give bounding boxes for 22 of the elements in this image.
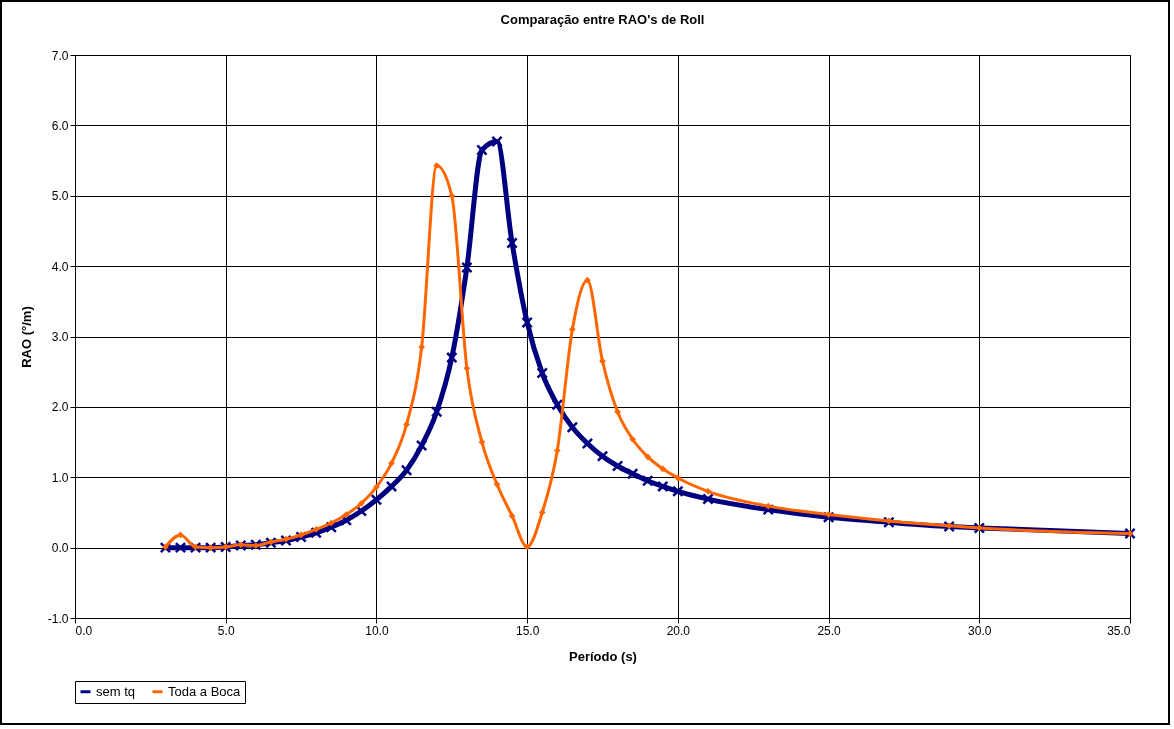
legend-label: sem tq: [96, 683, 136, 699]
x-tick-label: 5.0: [217, 623, 235, 638]
y-tick-label: 0.0: [51, 541, 69, 556]
y-tick-label: 4.0: [51, 259, 69, 274]
chart-title: Comparação entre RAO's de Roll: [500, 12, 705, 27]
x-tick-label: 30.0: [968, 623, 992, 638]
x-tick-label: 25.0: [817, 623, 842, 638]
y-tick-label: 3.0: [51, 330, 69, 344]
x-tick-label: 35.0: [1107, 623, 1131, 638]
x-axis-title: Período (s): [569, 648, 637, 664]
y-tick-label: 7.0: [51, 48, 69, 63]
legend-label: Toda a Boca: [168, 683, 242, 699]
y-tick-label: 1.0: [51, 470, 69, 485]
x-tick-label: 15.0: [515, 623, 540, 638]
y-axis-title: RAO (°/m): [18, 306, 34, 368]
y-tick-label: -1.0: [47, 611, 69, 626]
y-tick-label: 5.0: [51, 189, 69, 204]
x-tick-label: 10.0: [365, 623, 389, 638]
x-tick-label: 20.0: [666, 623, 691, 638]
y-tick-label: 6.0: [51, 118, 69, 133]
x-tick-label: 0.0: [75, 623, 93, 638]
y-tick-label: 2.0: [51, 400, 69, 415]
